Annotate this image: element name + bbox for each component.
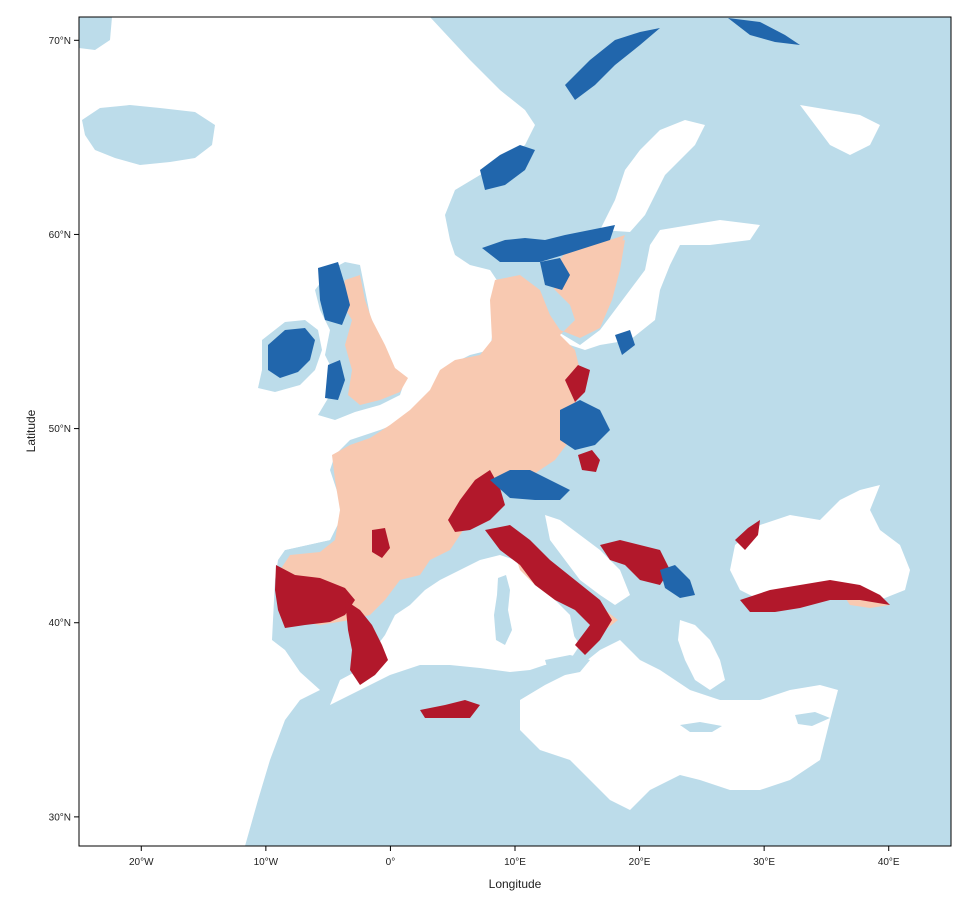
x-tick-label: 10°W <box>254 857 279 868</box>
map-panel <box>79 17 951 846</box>
corsica-sardinia <box>494 575 512 645</box>
north-africa-region <box>420 700 480 718</box>
carpathian-blue-region <box>560 400 610 450</box>
x-tick-label: 0° <box>386 857 396 868</box>
mediterranean-central-east <box>520 640 838 810</box>
white-sea <box>800 105 880 155</box>
norway-blue-region <box>480 145 535 190</box>
tyrrhenian-sea <box>500 580 580 665</box>
y-tick-label: 30°N <box>49 812 71 823</box>
wales-blue-region <box>325 360 345 400</box>
dark-red-region <box>275 365 890 718</box>
britain-region <box>340 275 408 405</box>
baltic-coast-region <box>565 365 590 402</box>
x-axis: 20°W 10°W 0° 10°E 20°E 30°E 40°E <box>129 846 900 868</box>
sweden-inland-blue-region <box>540 258 570 290</box>
x-axis-title: Longitude <box>489 877 542 891</box>
atlantic-ocean <box>79 17 535 846</box>
x-tick-label: 20°W <box>129 857 154 868</box>
apennines-region <box>485 525 612 655</box>
carpathian-spot-region <box>578 450 600 472</box>
x-tick-label: 30°E <box>753 857 775 868</box>
iberia-west-region <box>275 565 355 628</box>
y-tick-label: 40°N <box>49 618 71 629</box>
greenland-fragment <box>79 17 112 50</box>
north-sea <box>350 230 500 410</box>
balkans-blue-region <box>660 565 695 598</box>
sicily <box>545 655 590 676</box>
y-tick-label: 50°N <box>49 424 71 435</box>
alps-blue-region <box>490 470 570 500</box>
bay-of-biscay <box>285 470 340 550</box>
x-tick-label: 20°E <box>629 857 651 868</box>
y-axis-title: Latitude <box>24 409 38 452</box>
pyrenees-region <box>372 528 390 558</box>
aegean-sea <box>678 620 725 690</box>
water-bodies <box>79 17 910 846</box>
cyprus <box>795 712 830 726</box>
black-sea <box>730 485 910 600</box>
x-tick-label: 10°E <box>504 857 526 868</box>
central-europe-region <box>278 240 625 625</box>
ireland-blue-region <box>268 328 315 378</box>
alps-region <box>448 470 505 532</box>
iberia-south-region <box>345 600 388 685</box>
y-axis: 30°N 40°N 50°N 60°N 70°N <box>49 36 79 823</box>
baltic-sea <box>540 220 760 350</box>
turkey-north-region <box>740 580 890 612</box>
kola-blue-region <box>728 18 800 45</box>
y-tick-label: 60°N <box>49 230 71 241</box>
baltic-blue-region <box>615 330 635 355</box>
scotland-blue-region <box>318 262 350 325</box>
dark-blue-region <box>268 18 800 598</box>
sweden-south-region <box>555 235 625 310</box>
y-tick-label: 70°N <box>49 36 71 47</box>
balkans-region <box>600 540 670 585</box>
scandinavia-south-blue-region <box>482 225 615 262</box>
gulf-of-bothnia <box>600 120 705 232</box>
adriatic-sea <box>545 515 630 605</box>
crimea-region <box>735 520 760 550</box>
lapland-blue-region <box>565 28 660 100</box>
x-tick-label: 40°E <box>878 857 900 868</box>
iceland <box>82 105 215 165</box>
crete <box>680 722 722 732</box>
